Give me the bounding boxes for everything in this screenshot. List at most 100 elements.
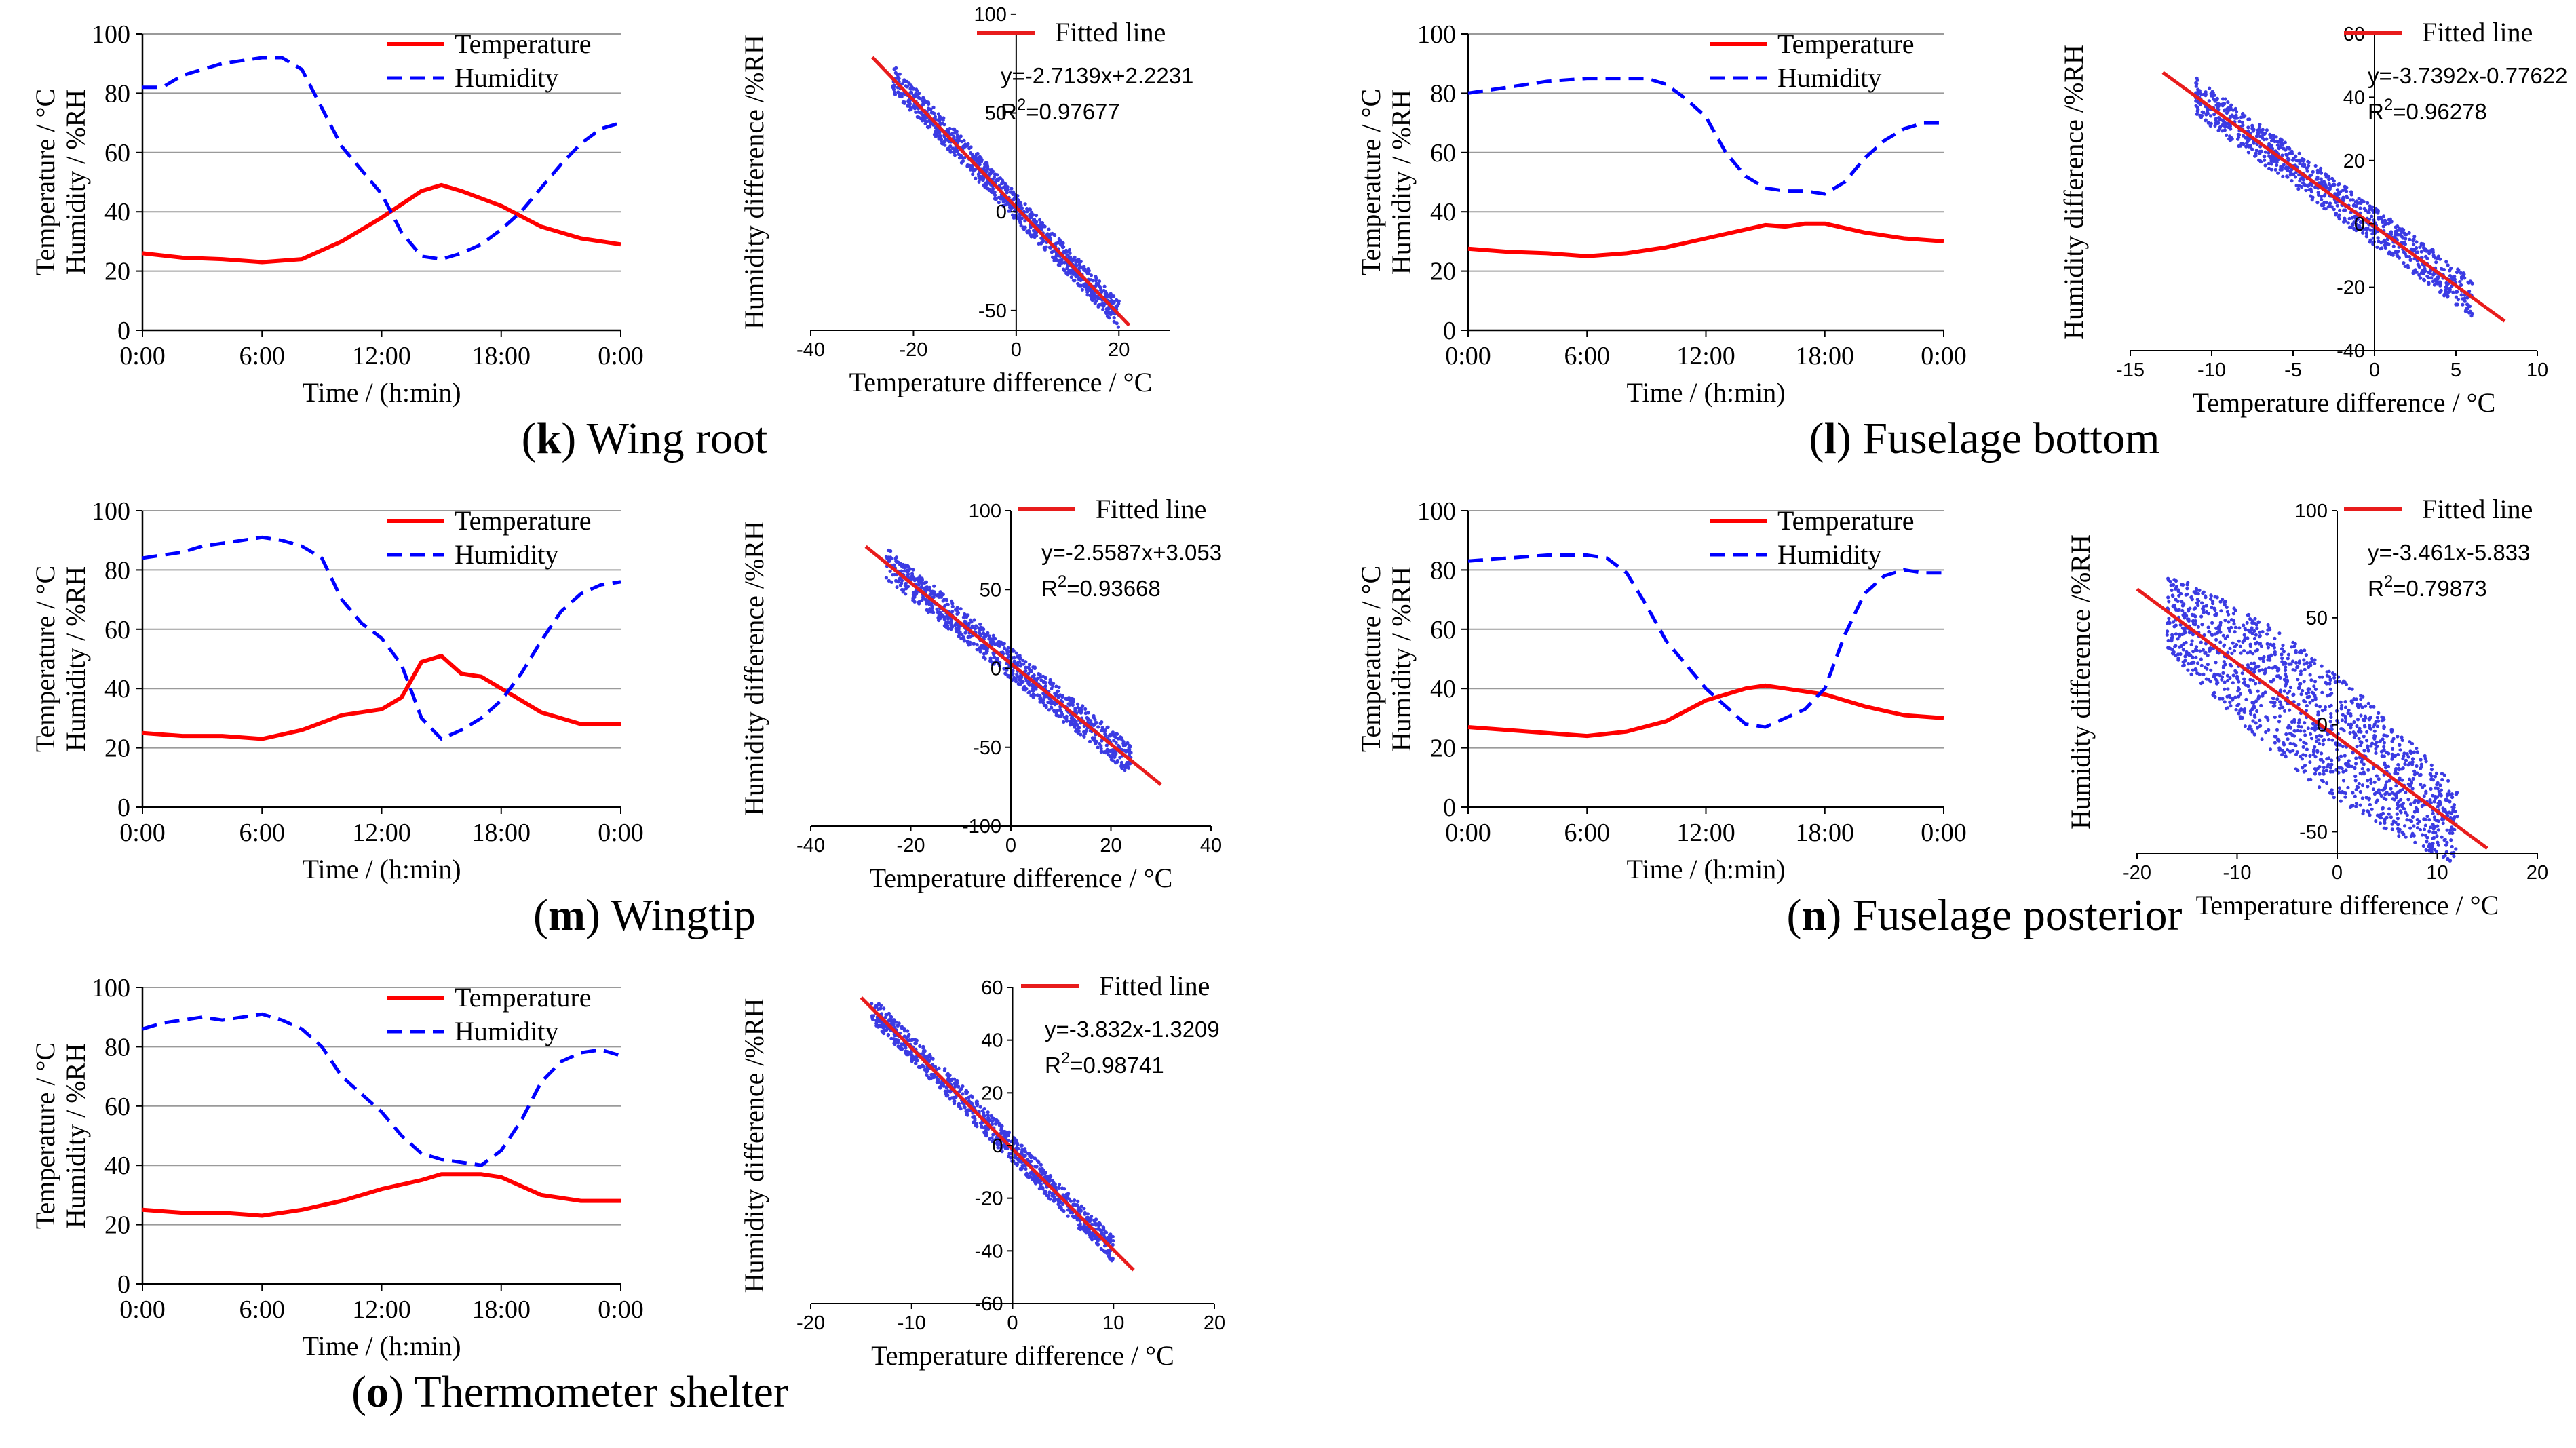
scatter-point (2301, 745, 2305, 749)
scatter-point (2364, 231, 2368, 235)
scatter-point (2449, 838, 2453, 842)
scatter-point (1059, 714, 1063, 718)
scatter-point (1016, 654, 1020, 659)
scatter-point (2297, 718, 2301, 722)
scatter-point (2416, 800, 2420, 804)
scatter-point (2379, 247, 2383, 251)
scatter-point (974, 624, 978, 628)
scatter-point (2383, 766, 2388, 770)
scatter-point (2364, 208, 2368, 212)
scatter-point (1114, 741, 1118, 745)
scatter-point (2445, 283, 2449, 288)
scatter-point (2282, 650, 2286, 654)
scatter-point (2238, 692, 2243, 696)
scatter-point (2276, 737, 2280, 741)
scatter-point (2455, 792, 2459, 796)
scatter-point (2263, 150, 2267, 154)
scatter-point (2267, 161, 2271, 165)
scatter-point (925, 585, 929, 589)
scatter-point (2276, 171, 2280, 175)
scatter-point (2425, 256, 2429, 260)
scatter-point (1024, 679, 1029, 683)
scatter-point (2351, 791, 2355, 795)
y-tick-label: -50 (2299, 821, 2328, 843)
x-tick-label: 6:00 (239, 819, 285, 847)
scatter-point (2302, 658, 2306, 662)
scatter-point (2240, 671, 2244, 676)
scatter-point (2233, 695, 2237, 699)
scatter-point (2362, 749, 2366, 753)
scatter-point (2214, 118, 2218, 122)
scatter-point (2287, 146, 2291, 150)
scatter-point (1077, 267, 1081, 271)
scatter-point (1114, 732, 1118, 736)
x-tick-label: 0:00 (119, 819, 166, 847)
scatter-point (2294, 743, 2298, 747)
scatter-point (2450, 844, 2454, 849)
scatter-point (2435, 834, 2439, 838)
scatter-point (2410, 831, 2415, 836)
scatter-point (2292, 734, 2296, 738)
y-tick-label: 0 (2354, 214, 2365, 235)
scatter-point (2268, 747, 2273, 751)
scatter-point (1075, 258, 1079, 262)
scatter-point (2166, 646, 2170, 650)
scatter-point (2256, 620, 2261, 624)
scatter-point (2250, 730, 2254, 734)
scatter-point (2359, 697, 2363, 701)
scatter-point (1105, 311, 1109, 315)
scatter-point (2412, 235, 2417, 239)
y-tick-label: 20 (1430, 735, 1456, 763)
scatter-point (2293, 668, 2297, 672)
scatter-point (2412, 750, 2416, 754)
scatter-point (2252, 636, 2257, 641)
scatter-point (2337, 192, 2341, 196)
x-tick-label: -15 (2116, 359, 2145, 381)
scatter-point (2246, 151, 2251, 155)
scatter-point (2399, 233, 2403, 237)
scatter-point (2181, 583, 2185, 587)
scatter-point (2404, 237, 2408, 241)
scatter-point (2243, 636, 2247, 640)
scatter-point (2294, 661, 2299, 665)
scatter-point (1037, 672, 1041, 676)
scatter-point (2450, 795, 2455, 800)
scatter-point (2254, 633, 2258, 637)
scatter-point (1028, 212, 1032, 217)
scatter-point (1073, 706, 1077, 710)
scatter-point (923, 1049, 927, 1053)
scatter-point (2202, 672, 2206, 677)
x-tick-label: 12:00 (1676, 819, 1735, 847)
legend-temperature-label: Temperature (455, 28, 592, 59)
scatter-point (898, 577, 902, 581)
scatter-point (2366, 785, 2370, 789)
scatter-point (2342, 791, 2346, 795)
scatter-point (2364, 796, 2368, 800)
scatter-point (2361, 220, 2365, 224)
scatter-point (963, 631, 967, 635)
scatter-point (2398, 227, 2402, 231)
scatter-point (2298, 179, 2302, 183)
scatter-point (972, 618, 976, 622)
scatter-point (2432, 815, 2436, 819)
y-tick-label: 0 (996, 201, 1007, 223)
scatter-point (2364, 228, 2369, 232)
scatter-point (923, 121, 927, 125)
scatter-point (2380, 754, 2384, 758)
scatter-point (1048, 678, 1052, 682)
scatter-point (2327, 756, 2331, 760)
scatter-point (2248, 650, 2252, 654)
y-axis-label-humidity: Humidity / %RH (60, 90, 91, 275)
scatter-point (2402, 240, 2406, 245)
scatter-point (2446, 779, 2450, 783)
scatter-point (1061, 246, 1065, 250)
scatter-point (2198, 649, 2202, 653)
scatter-point (2237, 680, 2241, 684)
scatter-point (2170, 588, 2174, 593)
scatter-point (2223, 687, 2227, 691)
scatter-point (2191, 622, 2196, 626)
scatter-point (2261, 128, 2265, 132)
scatter-point (2255, 626, 2259, 631)
scatter-point (2403, 762, 2407, 766)
scatter-point (921, 119, 925, 123)
